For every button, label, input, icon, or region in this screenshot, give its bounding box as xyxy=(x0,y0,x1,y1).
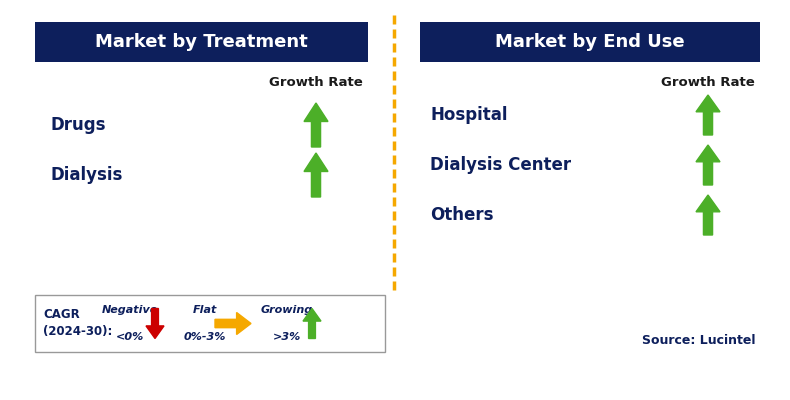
Bar xyxy=(35,22,368,62)
Text: Growth Rate: Growth Rate xyxy=(661,76,755,88)
Text: Source: Lucintel: Source: Lucintel xyxy=(641,334,755,346)
FancyArrow shape xyxy=(696,95,720,135)
Text: Growth Rate: Growth Rate xyxy=(269,76,363,88)
Text: Dialysis: Dialysis xyxy=(50,166,122,184)
Text: Dialysis Center: Dialysis Center xyxy=(430,156,571,174)
FancyArrow shape xyxy=(696,145,720,185)
Text: Hospital: Hospital xyxy=(430,106,507,124)
Text: Market by Treatment: Market by Treatment xyxy=(95,33,308,51)
Bar xyxy=(35,295,385,352)
FancyArrow shape xyxy=(303,308,321,338)
Text: Market by End Use: Market by End Use xyxy=(495,33,685,51)
FancyArrow shape xyxy=(146,308,164,338)
Text: <0%: <0% xyxy=(116,332,144,342)
Text: Negative: Negative xyxy=(102,305,158,315)
Text: Growing: Growing xyxy=(261,305,313,315)
Text: 0%-3%: 0%-3% xyxy=(184,332,226,342)
Text: >3%: >3% xyxy=(273,332,301,342)
Bar xyxy=(420,22,760,62)
Text: CAGR
(2024-30):: CAGR (2024-30): xyxy=(43,308,112,338)
Text: Others: Others xyxy=(430,206,494,224)
Text: Drugs: Drugs xyxy=(50,116,106,134)
Text: Flat: Flat xyxy=(193,305,217,315)
FancyArrow shape xyxy=(215,312,251,334)
FancyArrow shape xyxy=(696,195,720,235)
FancyArrow shape xyxy=(304,103,328,147)
FancyArrow shape xyxy=(304,153,328,197)
